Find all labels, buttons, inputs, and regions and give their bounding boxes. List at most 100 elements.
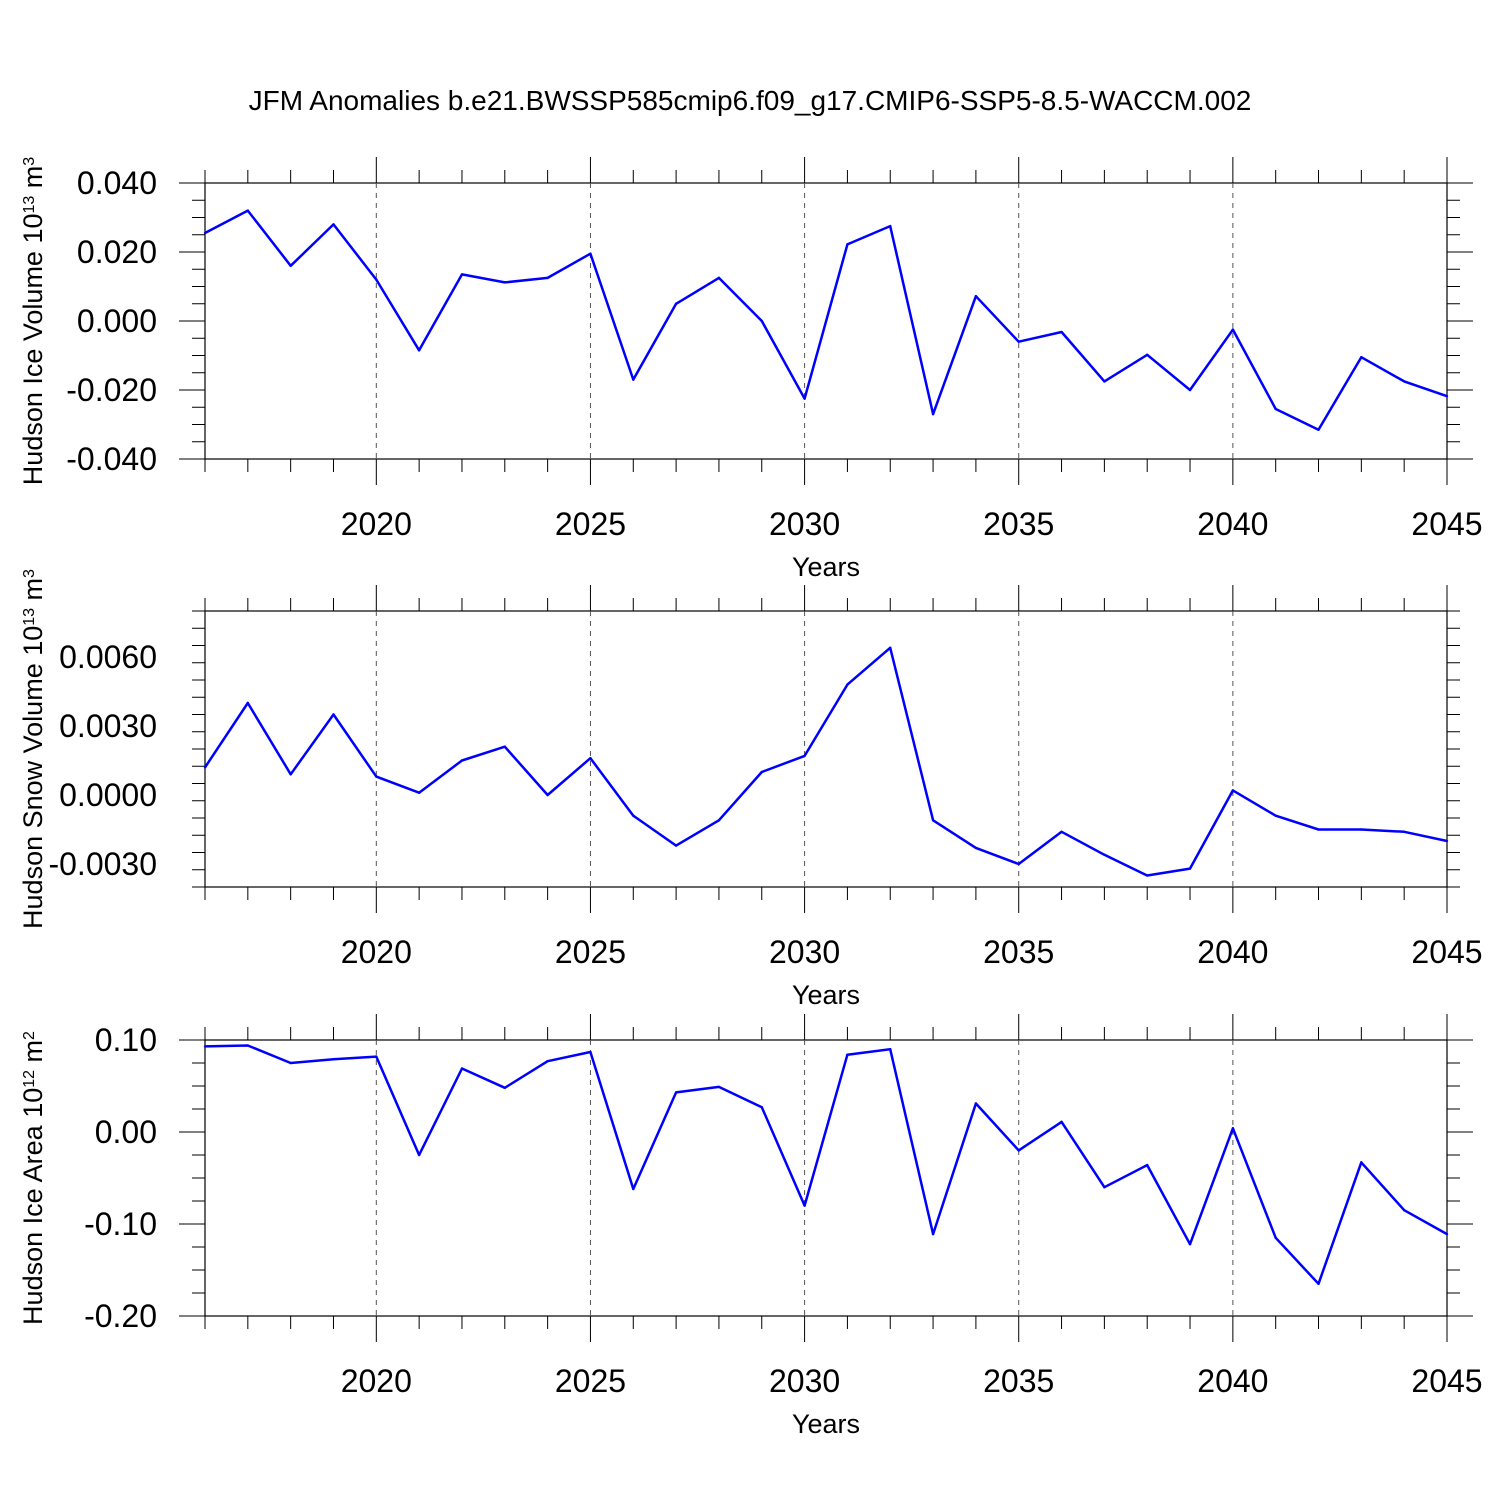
data-point	[1060, 1120, 1063, 1124]
data-point	[1188, 867, 1192, 870]
y-axis-label-unit-exp: 2	[21, 1031, 38, 1040]
data-point	[289, 264, 292, 267]
data-point	[460, 1067, 464, 1070]
data-point	[203, 1045, 207, 1048]
y-tick-label: 0.10	[95, 1022, 157, 1058]
y-axis-label-unit: m	[18, 578, 48, 608]
data-point	[375, 278, 378, 281]
data-point	[674, 302, 678, 305]
x-tick-label: 2035	[983, 1363, 1054, 1399]
data-point	[1060, 830, 1063, 833]
data-point	[589, 1050, 592, 1054]
chart-title: JFM Anomalies b.e21.BWSSP585cmip6.f09_g1…	[249, 85, 1252, 116]
data-point	[632, 814, 635, 817]
data-point	[1360, 828, 1363, 831]
data-point	[1188, 388, 1192, 392]
data-point	[417, 349, 421, 352]
panel-ice-area: -0.20 -0.10 0.00 0.10 2020 2025 2030 2035 2040 20…	[18, 1014, 1483, 1439]
x-tick-label: 2035	[983, 934, 1054, 970]
x-tick-label: 2045	[1411, 934, 1482, 970]
x-tick-label: 2040	[1197, 934, 1268, 970]
data-point	[246, 1044, 250, 1047]
y-axis-label: Hudson Snow Volume 1013 m3	[18, 569, 48, 929]
y-tick-label: 0.000	[77, 303, 157, 339]
data-point	[1274, 407, 1277, 411]
series-line	[203, 646, 1448, 877]
data-point	[1146, 353, 1149, 357]
data-point	[1146, 874, 1149, 877]
y-tick-label: -0.20	[84, 1298, 157, 1334]
x-axis-label: Years	[792, 552, 860, 582]
data-point	[1231, 789, 1235, 792]
y-axis-label-exp: 12	[21, 1070, 38, 1088]
y-axis-label: Hudson Ice Volume 1013 m3	[18, 157, 48, 485]
data-point	[1017, 862, 1020, 866]
data-point	[460, 273, 464, 276]
x-tick-label: 2030	[769, 934, 840, 970]
y-axis-label-exp: 13	[21, 196, 38, 214]
data-point	[332, 713, 335, 716]
x-tick-label: 2025	[555, 506, 626, 542]
x-tick-label: 2045	[1411, 506, 1482, 542]
data-point	[1317, 1282, 1320, 1286]
y-tick-label: 0.040	[77, 165, 157, 201]
y-axis-label-unit: m	[18, 1040, 48, 1070]
data-point	[1360, 1161, 1363, 1164]
data-point	[889, 1048, 892, 1051]
y-tick-label: -0.020	[66, 372, 157, 408]
data-point	[375, 1055, 378, 1058]
data-point	[717, 1085, 721, 1089]
data-point	[203, 766, 207, 769]
data-point	[846, 1053, 849, 1056]
data-point	[289, 773, 292, 776]
y-axis-label: Hudson Ice Area 1012 m2	[18, 1031, 48, 1325]
data-point	[1231, 1127, 1235, 1130]
x-tick-label: 2020	[341, 1363, 412, 1399]
data-point	[1360, 356, 1363, 359]
data-point	[846, 243, 849, 246]
y-axis-label-exp: 13	[21, 608, 38, 626]
data-point	[589, 757, 592, 760]
data-point	[1317, 828, 1320, 831]
data-point	[1188, 1243, 1192, 1246]
x-axis-label: Years	[792, 1409, 860, 1439]
y-tick-label: 0.00	[95, 1114, 157, 1150]
data-point	[375, 775, 378, 778]
data-point	[760, 1105, 763, 1109]
data-point	[546, 1059, 549, 1063]
data-point	[1017, 1149, 1020, 1152]
data-point	[1445, 395, 1449, 398]
data-point	[289, 1061, 292, 1065]
data-point	[1402, 1209, 1406, 1212]
data-point	[717, 276, 721, 280]
x-tick-label: 2020	[341, 934, 412, 970]
y-axis-label-text: Hudson Ice Area 10	[18, 1088, 48, 1325]
data-point	[503, 1086, 506, 1090]
data-point	[974, 294, 978, 298]
data-point	[246, 701, 250, 705]
data-point	[889, 224, 892, 228]
data-point	[760, 770, 763, 774]
y-tick-label: -0.0030	[48, 846, 157, 882]
data-point	[717, 819, 721, 822]
y-tick-label: 0.0000	[59, 777, 157, 813]
data-point	[632, 378, 635, 381]
plot-frame	[204, 610, 1448, 888]
data-point	[803, 1204, 806, 1207]
y-axis-label-text: Hudson Ice Volume 10	[18, 214, 48, 486]
data-point	[417, 791, 421, 794]
data-point	[931, 412, 935, 416]
data-point	[1103, 380, 1106, 383]
data-point	[1445, 839, 1449, 843]
data-point	[846, 683, 849, 686]
data-point	[417, 1153, 421, 1157]
x-tick-label: 2030	[769, 506, 840, 542]
x-tick-label: 2045	[1411, 1363, 1482, 1399]
y-tick-label: -0.040	[66, 441, 157, 477]
x-tick-label: 2025	[555, 934, 626, 970]
data-point	[931, 819, 935, 822]
data-point	[1402, 830, 1406, 833]
y-axis-label-unit-exp: 3	[21, 569, 38, 578]
x-axis-label: Years	[792, 980, 860, 1010]
data-point	[974, 1102, 978, 1105]
